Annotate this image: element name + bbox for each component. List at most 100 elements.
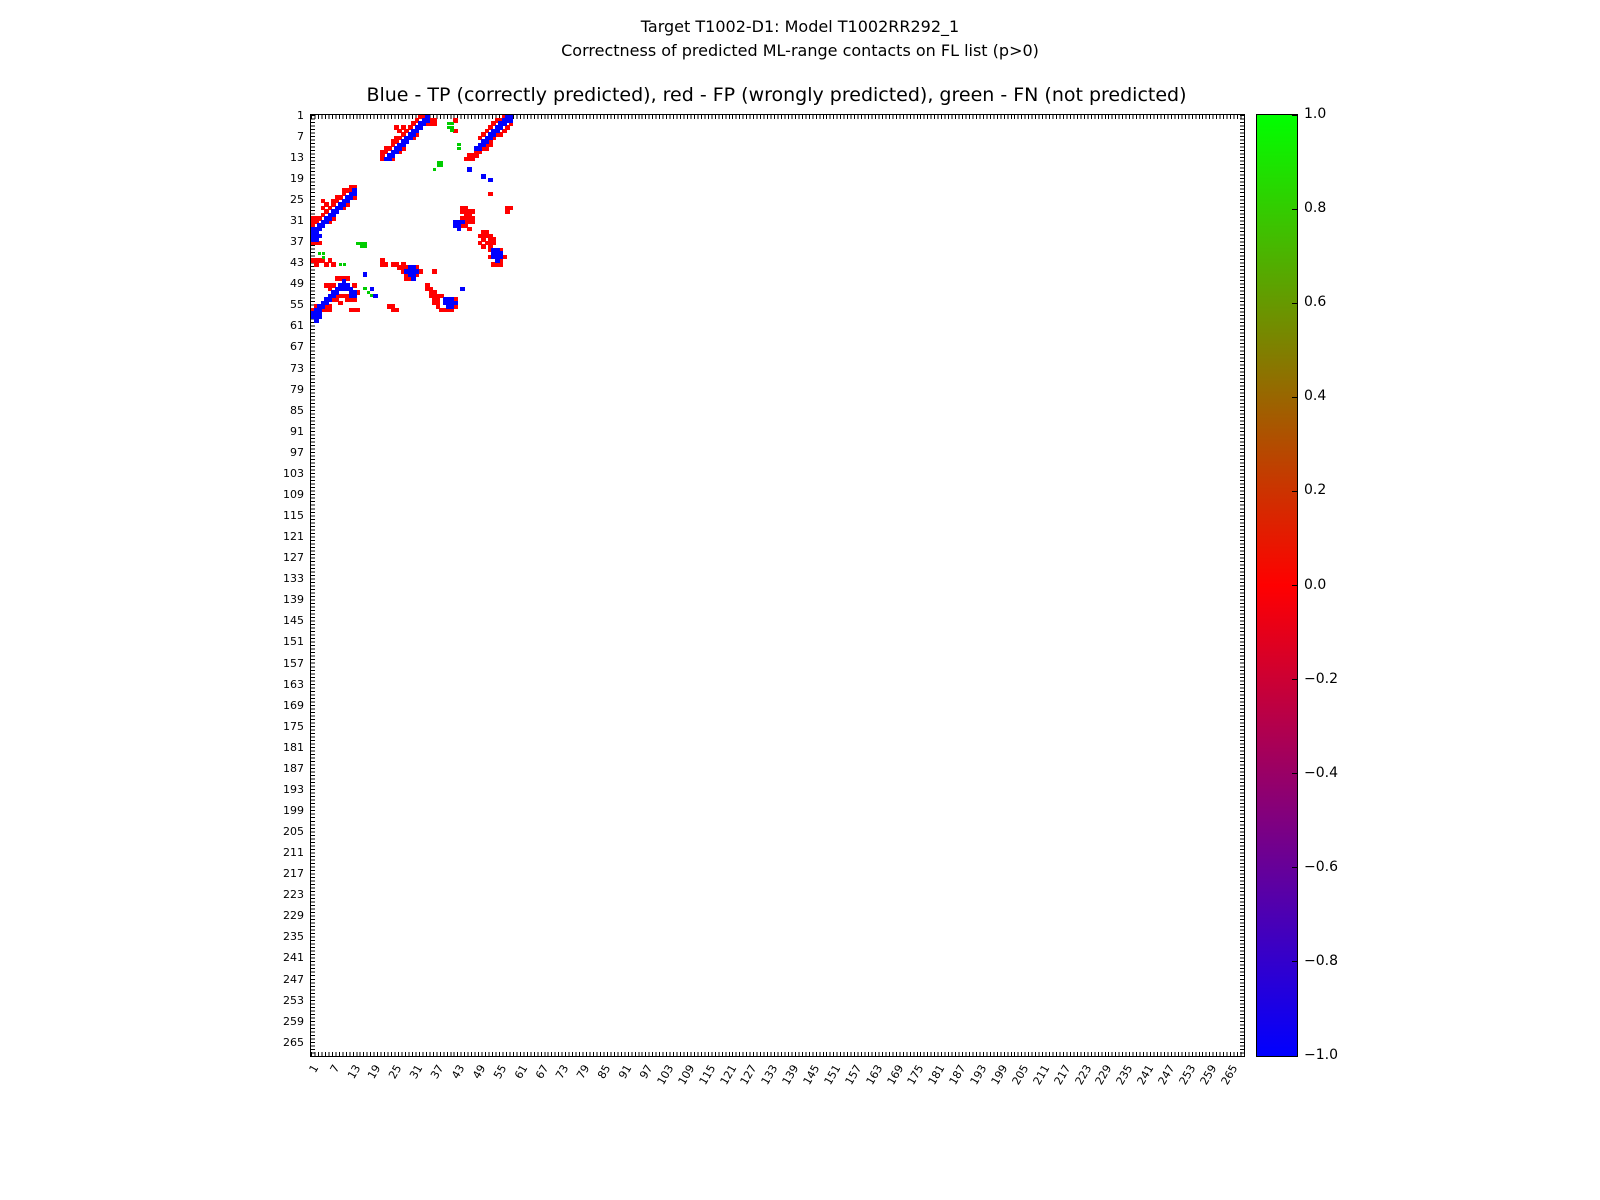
contact-point-fp — [327, 282, 333, 288]
contact-point-fp — [432, 121, 437, 127]
contact-point-tp — [331, 212, 336, 218]
y-tick-label: 205 — [283, 825, 304, 839]
contact-point-fp — [442, 307, 448, 313]
contact-point-fp — [501, 115, 507, 120]
y-tick-label: 157 — [283, 656, 304, 670]
y-tick-label: 67 — [290, 340, 304, 354]
contact-point-fn — [359, 241, 364, 245]
contact-point-fp — [404, 128, 410, 134]
contact-point-fp — [348, 297, 354, 302]
contact-point-tp — [313, 237, 319, 242]
contact-point-tp — [387, 156, 392, 162]
colorbar-tick-mark — [1292, 302, 1297, 304]
contact-point-fp — [432, 268, 437, 274]
contact-point-fp — [484, 146, 490, 151]
contact-point-fp — [380, 261, 385, 267]
contact-point-fn — [359, 245, 364, 249]
contact-point-tp — [498, 124, 504, 130]
contact-point-tp — [317, 233, 322, 239]
contact-point-fp — [348, 307, 354, 313]
contact-point-fp — [311, 240, 316, 246]
contact-point-fp — [411, 135, 416, 141]
x-tick-label: 103 — [654, 1062, 677, 1088]
left-axis-ticks — [311, 115, 315, 1056]
contact-point-fp — [491, 135, 497, 141]
contact-point-tp — [501, 121, 507, 127]
x-tick-label: 199 — [988, 1062, 1011, 1088]
contact-point-fp — [460, 223, 465, 228]
contact-point-fp — [383, 149, 389, 155]
contact-point-fp — [345, 297, 350, 302]
contact-point-fp — [501, 254, 507, 260]
colorbar-tick-mark — [1292, 208, 1297, 210]
contact-point-fp — [467, 216, 472, 221]
contact-point-tp — [494, 254, 500, 260]
contact-point-fp — [432, 290, 437, 295]
contact-point-tp — [414, 128, 420, 134]
contact-point-fn — [446, 122, 451, 126]
contact-point-fp — [324, 282, 329, 288]
contact-point-fp — [498, 258, 504, 263]
contact-point-tp — [324, 297, 329, 302]
contact-point-tp — [411, 265, 416, 271]
contact-point-fp — [320, 258, 326, 263]
x-tick-label: 133 — [758, 1062, 781, 1088]
contact-point-tp — [345, 286, 350, 292]
contact-point-tp — [491, 247, 497, 253]
colorbar-tick-mark — [1292, 867, 1297, 869]
contact-point-fp — [484, 240, 490, 246]
contact-point-fp — [435, 293, 441, 299]
y-tick-label: 61 — [290, 319, 304, 333]
contact-point-tp — [407, 265, 413, 271]
contact-point-tp — [317, 307, 322, 313]
contact-point-tp — [345, 198, 350, 204]
contact-point-tp — [460, 286, 465, 292]
contact-point-tp — [311, 311, 316, 316]
contact-point-tp — [449, 304, 455, 309]
contact-point-tp — [474, 146, 479, 151]
contact-point-tp — [484, 135, 490, 141]
x-tick-label: 163 — [863, 1062, 886, 1088]
contact-point-fp — [334, 275, 340, 281]
contact-point-fp — [345, 188, 350, 193]
y-tick-label: 241 — [283, 951, 304, 965]
y-tick-label: 145 — [283, 614, 304, 628]
contact-point-fp — [390, 156, 396, 162]
contact-point-tp — [411, 275, 416, 281]
contact-point-tp — [508, 117, 514, 123]
y-tick-label: 43 — [290, 256, 304, 270]
y-tick-label: 91 — [290, 424, 304, 438]
contact-point-fp — [331, 216, 336, 221]
contact-point-tp — [400, 142, 406, 148]
contact-point-fp — [338, 195, 343, 200]
y-tick-label: 187 — [283, 761, 304, 775]
contact-point-fp — [317, 240, 322, 246]
contact-point-tp — [317, 223, 322, 228]
contact-point-fn — [436, 164, 440, 168]
contact-point-tp — [369, 286, 375, 292]
contact-point-fp — [498, 132, 504, 137]
colorbar-tick-mark — [1292, 585, 1297, 586]
contact-point-fp — [397, 265, 403, 271]
y-tick-label: 217 — [283, 867, 304, 881]
contact-point-tp — [421, 117, 427, 123]
contact-point-fp — [404, 265, 410, 271]
contact-point-fp — [352, 184, 357, 190]
contact-point-fp — [418, 268, 423, 274]
contact-point-tp — [320, 219, 326, 225]
contact-point-fp — [460, 216, 465, 221]
bottom-axis-ticks — [311, 1052, 1244, 1056]
contact-point-fn — [457, 143, 461, 147]
x-tick-label: 241 — [1134, 1062, 1157, 1088]
colorbar-tick-label: 0.4 — [1304, 388, 1327, 405]
contact-point-fp — [387, 304, 392, 309]
contact-point-fp — [453, 297, 458, 302]
contact-point-fp — [400, 132, 406, 137]
contact-point-fp — [390, 139, 396, 144]
contact-point-fp — [400, 261, 406, 267]
contact-point-fn — [321, 252, 325, 256]
contact-point-tp — [313, 311, 319, 316]
x-tick-label: 79 — [574, 1062, 593, 1082]
contact-point-tp — [327, 212, 333, 218]
